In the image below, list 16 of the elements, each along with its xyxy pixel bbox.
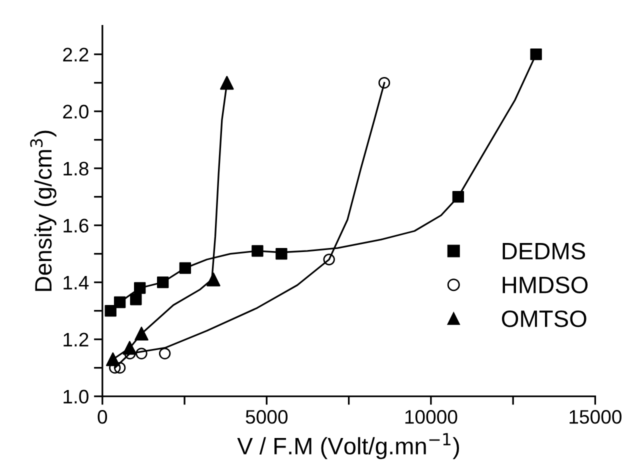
y-tick-label: 1.6 (64, 218, 88, 233)
x-tick-label: 10000 (405, 410, 458, 424)
legend-label: OMTSO (502, 310, 586, 328)
y-tick-label: 1.2 (64, 332, 88, 346)
y-tick-label: 1.8 (64, 162, 88, 176)
x-tick-label: 15000 (570, 410, 622, 424)
y-tick-label: 1.0 (64, 390, 88, 404)
y-tick-label: 1.4 (64, 276, 89, 290)
y-tick-label: 2.2 (63, 48, 88, 62)
legend-label: DEDMS (502, 242, 586, 260)
x-tick-label: 0 (98, 410, 108, 424)
x-tick-label: 5000 (246, 410, 288, 424)
y-axis-title: Density (g/cm$^{3}$) (30, 130, 56, 291)
legend-label: HMDSO (502, 276, 588, 294)
x-axis-title: V / F.M (Volt/g.mn$^{−1}$) (237, 433, 459, 460)
y-tick-label: 2.0 (63, 104, 88, 119)
